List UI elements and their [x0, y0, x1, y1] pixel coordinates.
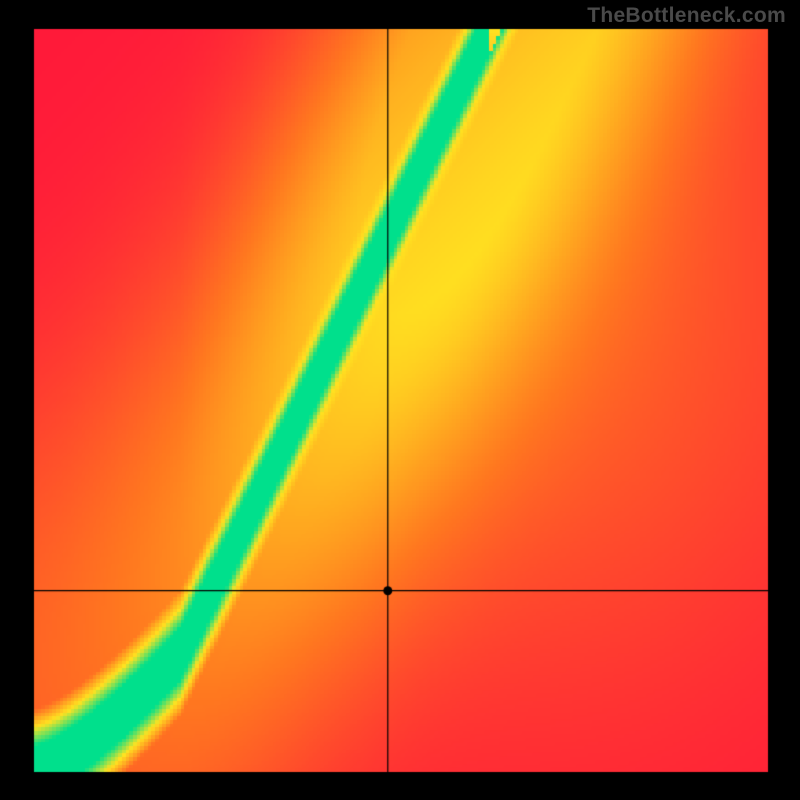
watermark-text: TheBottleneck.com — [587, 4, 786, 28]
chart-container: TheBottleneck.com — [0, 0, 800, 800]
heatmap-canvas — [0, 0, 800, 800]
